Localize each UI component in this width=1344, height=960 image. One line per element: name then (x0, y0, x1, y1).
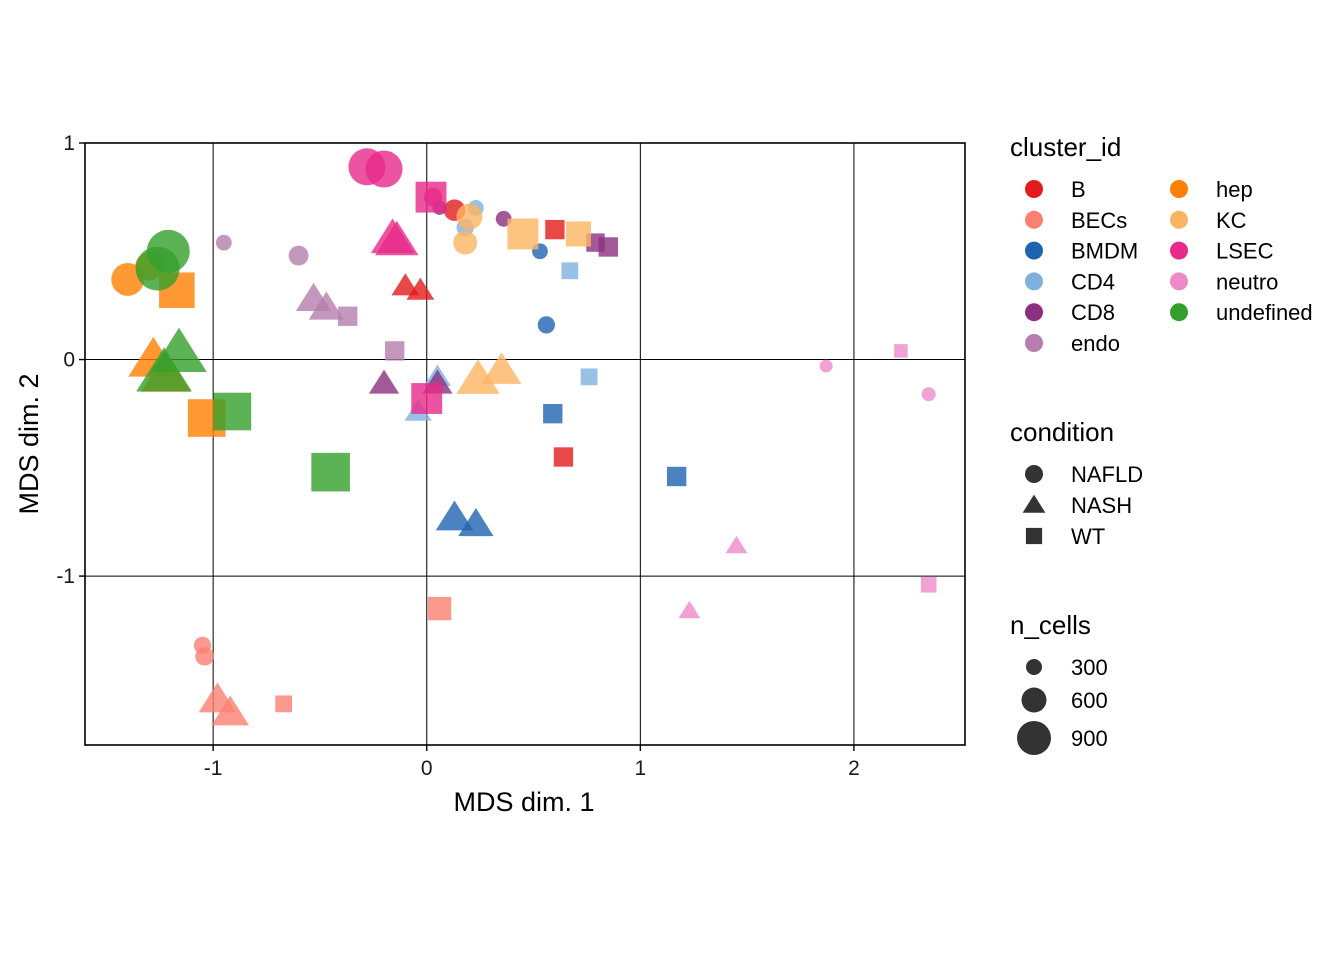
data-point (920, 576, 937, 593)
data-point (819, 359, 833, 373)
data-point (435, 500, 474, 531)
x-tick-label: 1 (634, 757, 646, 780)
plot-panel-border (84, 142, 966, 746)
data-point (136, 347, 192, 392)
data-point (507, 218, 539, 250)
x-axis-title: MDS dim. 1 (453, 787, 594, 817)
data-point (338, 306, 358, 326)
data-point (311, 452, 350, 492)
data-point (666, 466, 687, 487)
legend-key-hep (1170, 180, 1188, 198)
legend-size-label-600: 600 (1071, 688, 1108, 713)
y-tick-label: 0 (63, 349, 75, 372)
legend-size-key-600 (1021, 687, 1047, 713)
legend-label-kc: KC (1216, 208, 1247, 233)
data-point (921, 387, 936, 402)
legend-label-becs: BECs (1071, 208, 1127, 233)
data-point (537, 316, 556, 334)
data-point (561, 262, 579, 280)
data-point (385, 341, 405, 361)
data-point (427, 596, 452, 621)
legend-label-hep: hep (1216, 177, 1253, 202)
legend-condition-title: condition (1010, 417, 1114, 447)
data-point (894, 344, 908, 358)
data-point (195, 646, 214, 666)
legends: cluster_id condition n_cells B BECs BMDM CD… (1010, 132, 1313, 755)
legend-key-b (1025, 180, 1043, 198)
legend-label-cd4: CD4 (1071, 269, 1115, 294)
data-point (545, 219, 565, 240)
legend-key-nash (1022, 494, 1046, 513)
legend-label-lsec: LSEC (1216, 239, 1274, 264)
legend-size-key-300 (1026, 659, 1042, 675)
data-point (543, 404, 563, 424)
y-tick-label: 1 (63, 132, 75, 155)
legend-size-key-900 (1017, 721, 1051, 755)
data-point (725, 535, 748, 554)
data-point (215, 234, 232, 251)
data-points (111, 148, 937, 726)
data-point (553, 447, 574, 467)
data-point (580, 368, 598, 386)
legend-label-undefined: undefined (1216, 300, 1313, 325)
legend-key-neutro (1170, 272, 1188, 291)
legend-key-nafld (1025, 465, 1043, 483)
data-point (678, 600, 701, 619)
x-tick-label: 2 (848, 757, 860, 780)
legend-size-label-900: 900 (1071, 726, 1108, 751)
data-point (565, 221, 591, 247)
data-point (288, 245, 309, 266)
legend-size-title: n_cells (1010, 610, 1091, 640)
legend-label-endo: endo (1071, 331, 1120, 356)
y-axis-title: MDS dim. 2 (14, 373, 44, 514)
data-point (211, 695, 250, 726)
legend-label-cd8: CD8 (1071, 300, 1115, 325)
legend-key-kc (1170, 210, 1188, 229)
legend-key-bmdm (1025, 241, 1043, 260)
legend-label-wt: WT (1071, 524, 1105, 549)
data-point (411, 383, 443, 414)
data-point (213, 392, 252, 431)
x-tick-label: -1 (204, 757, 223, 780)
legend-label-neutro: neutro (1216, 269, 1278, 294)
legend-label-b: B (1071, 177, 1086, 202)
legend-key-wt (1025, 527, 1043, 545)
data-point (458, 508, 494, 537)
data-point (391, 273, 420, 296)
legend-key-endo (1025, 334, 1043, 352)
y-tick-label: -1 (56, 565, 75, 588)
legend-key-undefined (1170, 303, 1188, 322)
legend-label-nafld: NAFLD (1071, 462, 1143, 487)
data-point (456, 359, 500, 394)
data-point (456, 203, 483, 230)
data-point (406, 277, 435, 300)
data-point (453, 230, 478, 255)
legend-key-cd8 (1025, 303, 1043, 322)
legend-label-nash: NASH (1071, 493, 1132, 518)
legend-key-becs (1025, 210, 1043, 229)
data-point (146, 229, 190, 273)
axis-ticks: -1 0 1 2 -1 0 1 (56, 132, 859, 780)
legend-size-label-300: 300 (1071, 655, 1108, 680)
data-point (365, 150, 403, 188)
data-point (368, 369, 400, 394)
legend-key-cd4 (1025, 272, 1043, 291)
data-point (308, 291, 345, 320)
legend-key-lsec (1170, 241, 1188, 260)
data-point (275, 695, 293, 713)
legend-label-bmdm: BMDM (1071, 239, 1138, 264)
data-point (375, 220, 419, 256)
data-point (415, 181, 447, 213)
x-tick-label: 0 (421, 757, 433, 780)
data-point (598, 237, 618, 257)
legend-cluster-title: cluster_id (1010, 132, 1121, 162)
data-point (481, 352, 522, 384)
